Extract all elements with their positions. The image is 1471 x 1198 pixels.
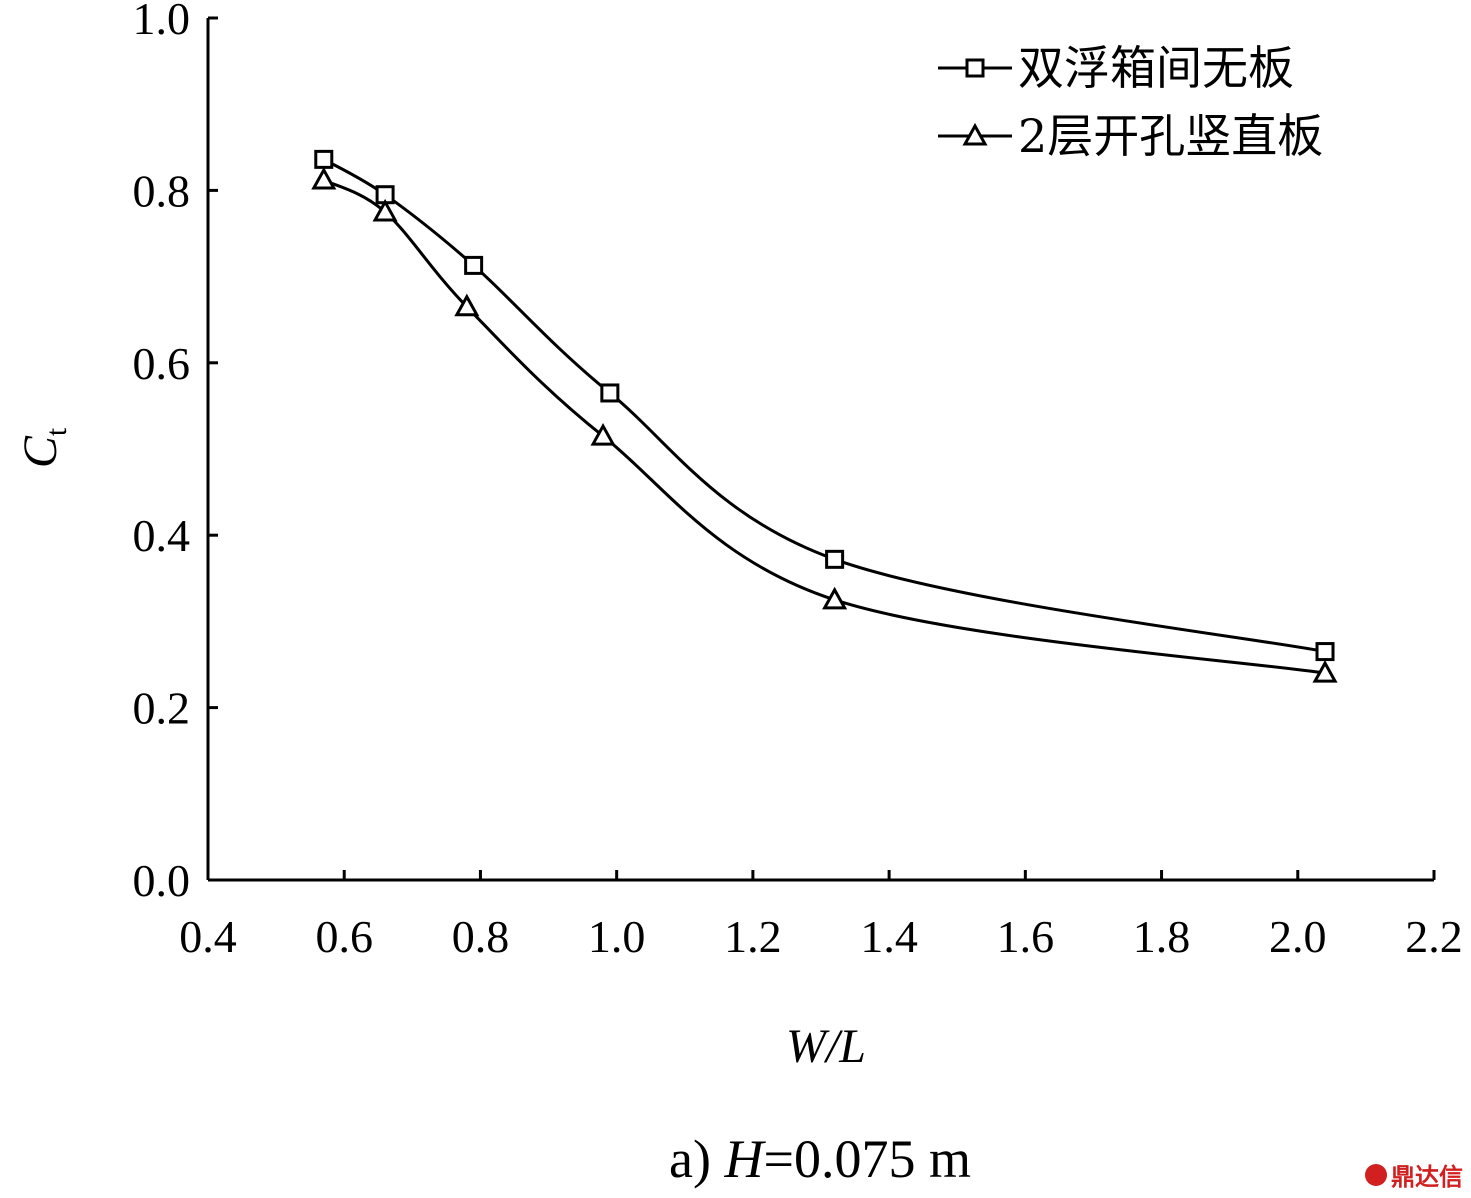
y-tick-label: 0.0 (133, 855, 191, 906)
x-tick-label: 1.2 (724, 911, 782, 962)
data-point-triangle (372, 198, 398, 222)
svg-text:Ct: Ct (14, 427, 73, 468)
y-ticks: 0.0 0.2 0.4 0.6 0.8 1.0 (133, 0, 218, 906)
x-tick-label: 0.8 (452, 911, 510, 962)
y-axis-title-sub: t (40, 427, 73, 436)
y-axis-title: Ct (14, 427, 73, 468)
watermark-logo: 鼎达信 (1365, 1157, 1463, 1192)
x-ticks: 0.4 0.6 0.8 1.0 1.2 1.4 1.6 1.8 2.0 2.2 (179, 870, 1463, 962)
legend-marker-square (965, 58, 985, 78)
legend: 双浮箱间无板 2层开孔竖直板 (938, 41, 1323, 163)
x-tick-label: 1.4 (860, 911, 918, 962)
series-line-square (323, 158, 1326, 654)
y-tick-label: 0.2 (133, 683, 191, 734)
series-layer (311, 149, 1338, 683)
axes (206, 18, 1434, 882)
caption-suffix: =0.075 m (763, 1129, 970, 1189)
series-line-triangle (323, 178, 1326, 675)
y-axis-title-main: C (14, 435, 67, 468)
series-triangle (311, 166, 1338, 683)
legend-label: 2层开孔竖直板 (1018, 109, 1323, 163)
watermark-text: 鼎达信 (1391, 1163, 1463, 1191)
data-point-triangle (590, 422, 616, 446)
caption-variable: H (723, 1129, 766, 1189)
x-tick-label: 2.2 (1405, 911, 1463, 962)
data-point-square (464, 255, 484, 275)
x-tick-label: 2.0 (1269, 911, 1327, 962)
data-point-square (600, 383, 620, 403)
data-point-triangle (822, 586, 848, 610)
watermark-icon (1365, 1163, 1387, 1186)
data-point-triangle (454, 293, 480, 317)
caption-prefix: a) (669, 1129, 724, 1189)
legend-marker-triangle (962, 122, 988, 146)
x-tick-label: 1.0 (588, 911, 646, 962)
chart-caption: a) H=0.075 m (669, 1129, 971, 1189)
series-square (314, 149, 1335, 662)
data-point-square (314, 149, 334, 169)
y-tick-label: 0.6 (133, 338, 191, 389)
data-point-square (825, 549, 845, 569)
y-tick-label: 0.8 (133, 165, 191, 216)
data-point-triangle (311, 166, 337, 190)
x-tick-label: 1.8 (1133, 911, 1191, 962)
y-tick-label: 1.0 (133, 0, 191, 44)
x-tick-label: 0.4 (179, 911, 237, 962)
x-tick-label: 0.6 (315, 911, 373, 962)
legend-item: 2层开孔竖直板 (938, 109, 1323, 163)
x-tick-label: 1.6 (997, 911, 1055, 962)
legend-item: 双浮箱间无板 (938, 41, 1294, 95)
y-tick-label: 0.4 (133, 510, 191, 561)
x-axis-title: W/L (786, 1020, 866, 1073)
data-point-triangle (1312, 660, 1338, 683)
legend-label: 双浮箱间无板 (1018, 41, 1294, 95)
data-point-square (1315, 642, 1335, 662)
